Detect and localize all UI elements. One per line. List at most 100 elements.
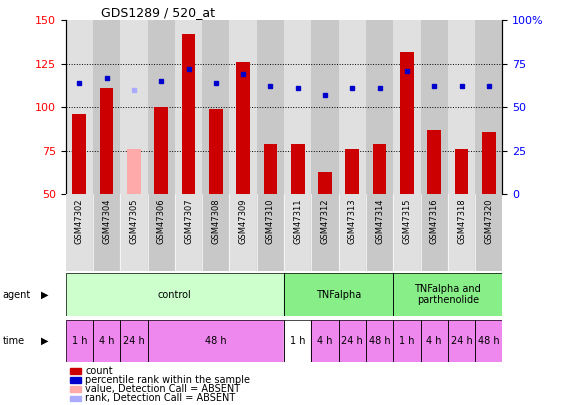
- Text: 24 h: 24 h: [341, 336, 363, 346]
- Bar: [366, 194, 393, 271]
- Bar: [66, 320, 93, 362]
- Bar: [175, 20, 202, 194]
- Bar: [393, 273, 502, 316]
- Bar: [66, 273, 284, 316]
- Text: count: count: [85, 366, 113, 376]
- Bar: [475, 194, 502, 271]
- Bar: [66, 320, 93, 362]
- Bar: [236, 62, 250, 194]
- Bar: [257, 194, 284, 271]
- Text: 24 h: 24 h: [451, 336, 472, 346]
- Text: GSM47306: GSM47306: [156, 198, 166, 244]
- Bar: [209, 109, 223, 194]
- Bar: [70, 368, 81, 374]
- Text: 4 h: 4 h: [99, 336, 114, 346]
- Bar: [73, 114, 86, 194]
- Text: 48 h: 48 h: [478, 336, 500, 346]
- Text: 1 h: 1 h: [290, 336, 305, 346]
- Text: GDS1289 / 520_at: GDS1289 / 520_at: [100, 6, 215, 19]
- Bar: [120, 320, 147, 362]
- Bar: [311, 320, 339, 362]
- Text: GSM47304: GSM47304: [102, 198, 111, 244]
- Text: GSM47311: GSM47311: [293, 198, 302, 244]
- Bar: [154, 107, 168, 194]
- Text: GSM47302: GSM47302: [75, 198, 84, 244]
- Text: 1 h: 1 h: [399, 336, 415, 346]
- Bar: [421, 320, 448, 362]
- Bar: [100, 88, 114, 194]
- Bar: [393, 194, 421, 271]
- Text: percentile rank within the sample: percentile rank within the sample: [85, 375, 250, 385]
- Text: GSM47305: GSM47305: [130, 198, 138, 244]
- Bar: [475, 320, 502, 362]
- Bar: [339, 194, 366, 271]
- Bar: [284, 320, 311, 362]
- Bar: [311, 20, 339, 194]
- Text: agent: agent: [3, 290, 31, 300]
- Bar: [421, 20, 448, 194]
- Bar: [120, 320, 147, 362]
- Text: GSM47308: GSM47308: [211, 198, 220, 244]
- Bar: [70, 377, 81, 383]
- Bar: [93, 320, 120, 362]
- Text: GSM47318: GSM47318: [457, 198, 466, 244]
- Bar: [66, 20, 93, 194]
- Bar: [421, 194, 448, 271]
- Text: control: control: [158, 290, 192, 300]
- Text: ▶: ▶: [41, 290, 49, 300]
- Bar: [291, 144, 304, 194]
- Text: GSM47313: GSM47313: [348, 198, 357, 244]
- Bar: [264, 144, 278, 194]
- Text: 48 h: 48 h: [205, 336, 227, 346]
- Bar: [345, 149, 359, 194]
- Bar: [393, 20, 421, 194]
- Text: GSM47316: GSM47316: [430, 198, 439, 244]
- Bar: [455, 149, 468, 194]
- Bar: [393, 320, 421, 362]
- Text: TNFalpha and
parthenolide: TNFalpha and parthenolide: [415, 284, 481, 305]
- Bar: [147, 320, 284, 362]
- Text: GSM47309: GSM47309: [239, 198, 248, 244]
- Bar: [393, 273, 502, 316]
- Bar: [93, 320, 120, 362]
- Text: 48 h: 48 h: [369, 336, 391, 346]
- Bar: [230, 20, 257, 194]
- Text: TNFalpha: TNFalpha: [316, 290, 361, 300]
- Bar: [421, 320, 448, 362]
- Bar: [339, 320, 366, 362]
- Text: GSM47320: GSM47320: [484, 198, 493, 244]
- Bar: [120, 194, 147, 271]
- Bar: [448, 20, 475, 194]
- Bar: [230, 194, 257, 271]
- Text: 1 h: 1 h: [71, 336, 87, 346]
- Bar: [284, 273, 393, 316]
- Bar: [393, 320, 421, 362]
- Bar: [311, 320, 339, 362]
- Bar: [120, 20, 147, 194]
- Bar: [448, 194, 475, 271]
- Bar: [311, 194, 339, 271]
- Bar: [175, 194, 202, 271]
- Bar: [400, 51, 414, 194]
- Bar: [284, 194, 311, 271]
- Bar: [257, 20, 284, 194]
- Bar: [70, 396, 81, 401]
- Bar: [182, 34, 195, 194]
- Bar: [202, 20, 230, 194]
- Bar: [284, 273, 393, 316]
- Bar: [93, 194, 120, 271]
- Bar: [284, 320, 311, 362]
- Bar: [448, 320, 475, 362]
- Bar: [339, 20, 366, 194]
- Bar: [339, 320, 366, 362]
- Text: time: time: [3, 336, 25, 346]
- Bar: [482, 132, 496, 194]
- Text: GSM47307: GSM47307: [184, 198, 193, 244]
- Text: GSM47315: GSM47315: [403, 198, 412, 244]
- Bar: [147, 20, 175, 194]
- Bar: [448, 320, 475, 362]
- Bar: [70, 386, 81, 392]
- Bar: [202, 194, 230, 271]
- Text: 4 h: 4 h: [427, 336, 442, 346]
- Bar: [66, 273, 284, 316]
